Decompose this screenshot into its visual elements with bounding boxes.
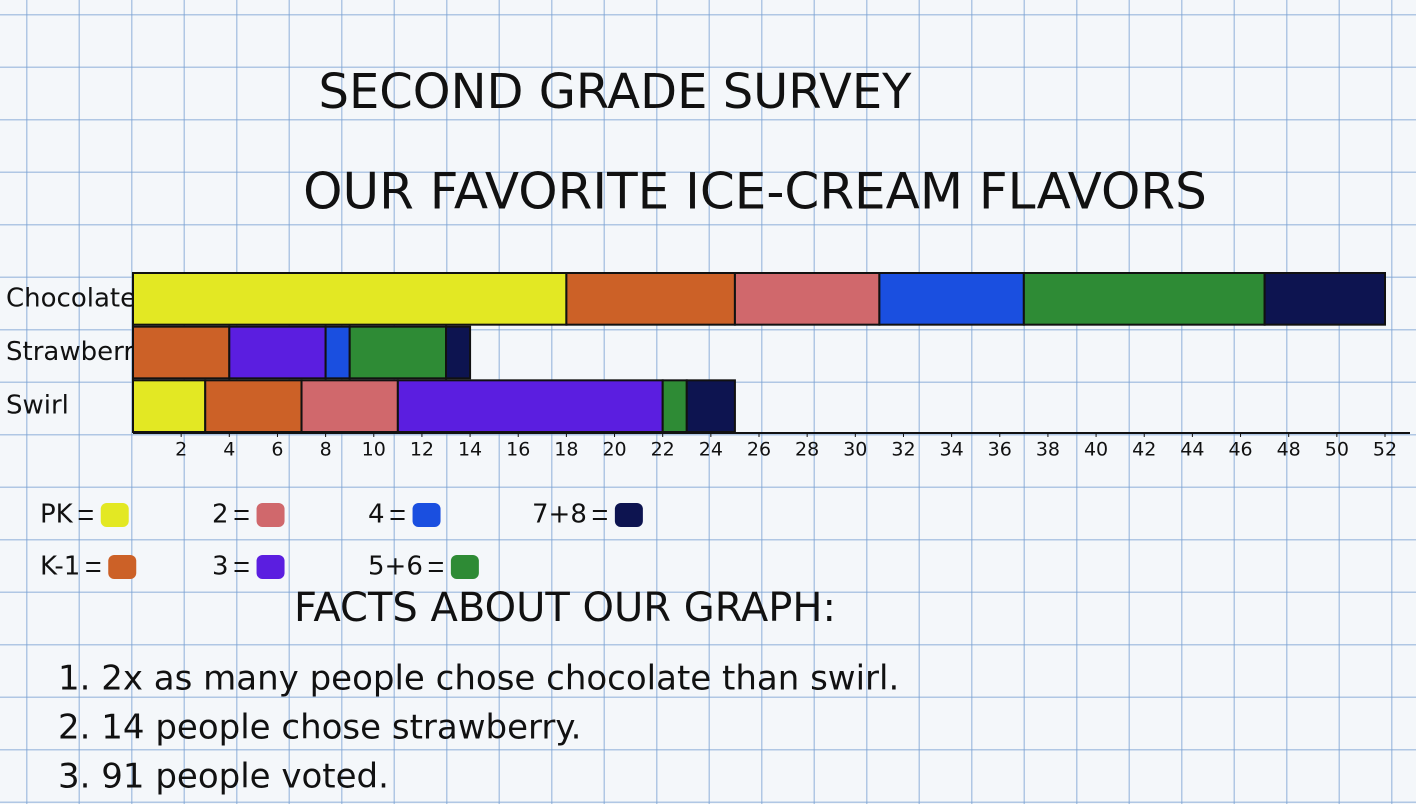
x-tick-label: 26 bbox=[747, 439, 771, 461]
x-tick-label: 2 bbox=[175, 439, 187, 461]
x-tick-label: 22 bbox=[651, 439, 675, 461]
chart: SECOND GRADE SURVEY OUR FAVORITE ICE-CRE… bbox=[0, 0, 1416, 804]
legend-swatch bbox=[257, 555, 285, 579]
x-tick-label: 24 bbox=[699, 439, 723, 461]
x-tick-label: 6 bbox=[271, 439, 283, 461]
bar-segment bbox=[1265, 273, 1385, 325]
x-tick-label: 52 bbox=[1373, 439, 1397, 461]
x-tick-label: 42 bbox=[1132, 439, 1156, 461]
legend-label: 3 bbox=[212, 552, 229, 582]
x-tick-label: 12 bbox=[410, 439, 434, 461]
legend-label: 5+6 bbox=[368, 552, 423, 582]
legend-swatch bbox=[451, 555, 479, 579]
category-label: Strawberry bbox=[6, 337, 149, 367]
bar-segment bbox=[229, 327, 325, 379]
bar-segment bbox=[663, 380, 687, 432]
x-tick-label: 40 bbox=[1084, 439, 1108, 461]
chart-subtitle: OUR FAVORITE ICE-CREAM FLAVORS bbox=[303, 163, 1207, 221]
page: {"chart_data": { "type": "stacked-bar-ho… bbox=[0, 0, 1416, 804]
legend-label: K-1 bbox=[40, 552, 80, 582]
bar-segment bbox=[687, 380, 735, 432]
bar-segment bbox=[326, 327, 350, 379]
x-tick-label: 48 bbox=[1277, 439, 1301, 461]
x-tick-label: 46 bbox=[1228, 439, 1252, 461]
bar-segment bbox=[205, 380, 301, 432]
legend-swatch bbox=[101, 503, 129, 527]
bar-segment bbox=[133, 380, 205, 432]
x-tick-label: 36 bbox=[988, 439, 1012, 461]
bar-segment bbox=[133, 273, 566, 325]
x-tick-label: 50 bbox=[1325, 439, 1349, 461]
bar-segment bbox=[446, 327, 470, 379]
legend-label: 4 bbox=[368, 500, 385, 530]
x-tick-label: 44 bbox=[1180, 439, 1204, 461]
x-tick-label: 34 bbox=[940, 439, 964, 461]
legend-swatch bbox=[257, 503, 285, 527]
x-tick-label: 32 bbox=[891, 439, 915, 461]
x-tick-label: 16 bbox=[506, 439, 530, 461]
facts-title: FACTS ABOUT OUR GRAPH: bbox=[294, 585, 836, 631]
x-tick-label: 8 bbox=[320, 439, 332, 461]
x-tick-label: 20 bbox=[602, 439, 626, 461]
chart-title: SECOND GRADE SURVEY bbox=[318, 64, 912, 120]
bar-segment bbox=[398, 380, 663, 432]
x-tick-label: 28 bbox=[795, 439, 819, 461]
x-tick-label: 14 bbox=[458, 439, 482, 461]
bar-segment bbox=[133, 327, 229, 379]
bar-segment bbox=[302, 380, 398, 432]
category-label: Chocolate bbox=[6, 283, 136, 313]
fact: 1. 2x as many people chose chocolate tha… bbox=[58, 659, 899, 699]
bar-segment bbox=[566, 273, 735, 325]
bar-segment bbox=[735, 273, 879, 325]
fact: 3. 91 people voted. bbox=[58, 757, 389, 797]
legend-label: 2 bbox=[212, 500, 229, 530]
x-tick-label: 18 bbox=[554, 439, 578, 461]
legend-swatch bbox=[413, 503, 441, 527]
x-tick-label: 30 bbox=[843, 439, 867, 461]
bar-segment bbox=[879, 273, 1023, 325]
legend-label: 7+8 bbox=[532, 500, 587, 530]
bar-segment bbox=[350, 327, 446, 379]
legend-swatch bbox=[615, 503, 643, 527]
category-label: Swirl bbox=[6, 391, 69, 421]
legend-label: PK bbox=[40, 500, 74, 530]
fact: 2. 14 people chose strawberry. bbox=[58, 708, 581, 748]
x-tick-label: 4 bbox=[223, 439, 235, 461]
x-tick-label: 38 bbox=[1036, 439, 1060, 461]
x-tick-label: 10 bbox=[362, 439, 386, 461]
bar-segment bbox=[1024, 273, 1265, 325]
legend-swatch bbox=[108, 555, 136, 579]
